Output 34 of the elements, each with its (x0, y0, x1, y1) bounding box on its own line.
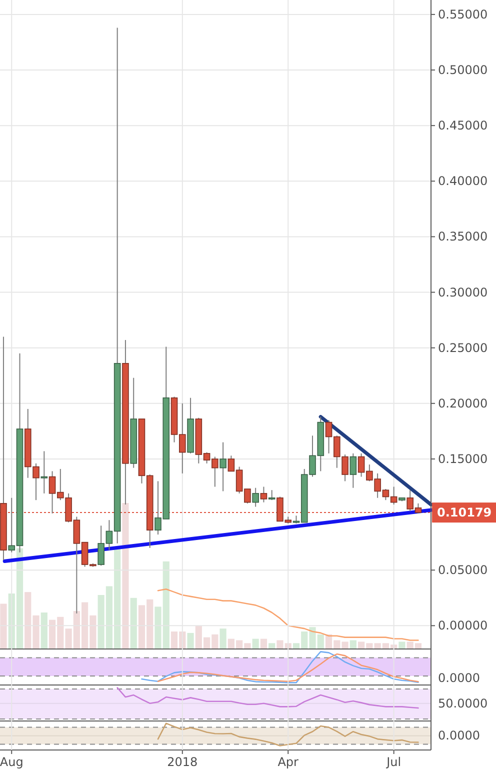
candlestick (252, 487, 259, 508)
candlestick (220, 442, 226, 492)
y-tick-label: 0.30000 (438, 285, 488, 300)
x-tick-label: Apr (278, 755, 299, 769)
y-tick-label: 0.40000 (438, 174, 488, 188)
y-tick-label: 0.50000 (438, 63, 488, 78)
bar (268, 643, 276, 649)
bar (220, 628, 226, 649)
candlestick (268, 490, 276, 501)
y-tick-label: 0.05000 (438, 563, 488, 578)
y-tick-label: 0.45000 (438, 118, 488, 133)
candlestick (40, 450, 48, 494)
ref-line-label: 0.10179 (437, 506, 492, 520)
x-tick-label: Jul (386, 755, 402, 769)
text: 50.0000 (438, 696, 488, 710)
y-tick-label: 0.00000 (438, 618, 488, 633)
x-tick-label: 2018 (167, 755, 198, 769)
text: 0.0000 (438, 671, 480, 685)
bar (260, 638, 268, 649)
candlestick (260, 486, 268, 503)
bar (252, 638, 259, 649)
bar (40, 612, 48, 649)
bar (398, 642, 406, 649)
x-tick-label: Aug (0, 755, 24, 769)
text: 0.0000 (438, 728, 480, 743)
candlestick (350, 452, 357, 488)
bar (350, 640, 356, 649)
bar (187, 632, 194, 649)
y-tick-label: 0.15000 (438, 452, 488, 466)
y-tick-label: 0.25000 (438, 340, 488, 355)
y-tick-label: 0.20000 (438, 396, 488, 410)
y-tick-label: 0.35000 (438, 230, 488, 244)
y-tick-label: 0.55000 (438, 7, 488, 22)
bar (130, 598, 137, 649)
